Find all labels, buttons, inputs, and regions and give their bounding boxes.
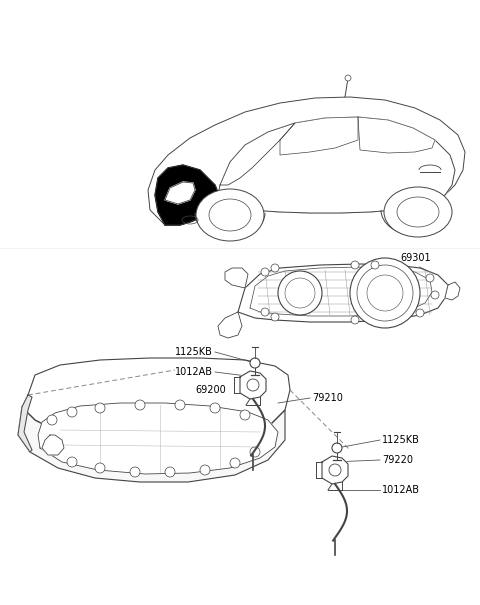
Circle shape xyxy=(345,75,351,81)
Circle shape xyxy=(332,443,342,453)
Circle shape xyxy=(210,403,220,413)
Circle shape xyxy=(271,313,279,321)
Polygon shape xyxy=(42,435,64,455)
Polygon shape xyxy=(38,403,278,474)
Ellipse shape xyxy=(384,187,452,237)
Circle shape xyxy=(230,458,240,468)
Text: 69200: 69200 xyxy=(195,385,226,395)
Circle shape xyxy=(95,463,105,473)
Circle shape xyxy=(130,467,140,477)
Polygon shape xyxy=(445,282,460,300)
Polygon shape xyxy=(280,117,358,155)
Polygon shape xyxy=(18,395,32,452)
Polygon shape xyxy=(225,268,248,288)
Text: 1012AB: 1012AB xyxy=(382,485,420,495)
Circle shape xyxy=(271,264,279,272)
Polygon shape xyxy=(238,264,448,322)
Circle shape xyxy=(250,358,260,368)
Circle shape xyxy=(240,410,250,420)
Text: 79220: 79220 xyxy=(382,455,413,465)
Circle shape xyxy=(351,261,359,269)
Circle shape xyxy=(165,467,175,477)
Polygon shape xyxy=(322,456,348,484)
Polygon shape xyxy=(218,312,242,338)
Polygon shape xyxy=(220,123,295,185)
Circle shape xyxy=(67,457,77,467)
Text: 69301: 69301 xyxy=(400,253,431,271)
Polygon shape xyxy=(18,407,285,482)
Circle shape xyxy=(250,447,260,457)
Circle shape xyxy=(416,309,424,317)
Circle shape xyxy=(135,400,145,410)
Circle shape xyxy=(95,403,105,413)
Circle shape xyxy=(175,400,185,410)
Text: 1012AB: 1012AB xyxy=(175,367,213,377)
Circle shape xyxy=(47,445,57,455)
Circle shape xyxy=(67,407,77,417)
Polygon shape xyxy=(165,182,195,204)
Circle shape xyxy=(47,415,57,425)
Text: 79210: 79210 xyxy=(312,393,343,403)
Polygon shape xyxy=(148,97,465,225)
Circle shape xyxy=(261,308,269,316)
Polygon shape xyxy=(250,267,432,316)
Circle shape xyxy=(278,271,322,315)
Circle shape xyxy=(200,465,210,475)
Text: 1125KB: 1125KB xyxy=(175,347,213,357)
Circle shape xyxy=(431,291,439,299)
Circle shape xyxy=(351,316,359,324)
Polygon shape xyxy=(240,371,266,399)
Circle shape xyxy=(371,261,379,269)
Polygon shape xyxy=(22,358,290,442)
Polygon shape xyxy=(215,117,455,213)
Circle shape xyxy=(350,258,420,328)
Ellipse shape xyxy=(196,189,264,241)
Text: 1125KB: 1125KB xyxy=(382,435,420,445)
Circle shape xyxy=(426,274,434,282)
Circle shape xyxy=(261,268,269,276)
Polygon shape xyxy=(155,165,225,225)
Polygon shape xyxy=(358,117,435,153)
